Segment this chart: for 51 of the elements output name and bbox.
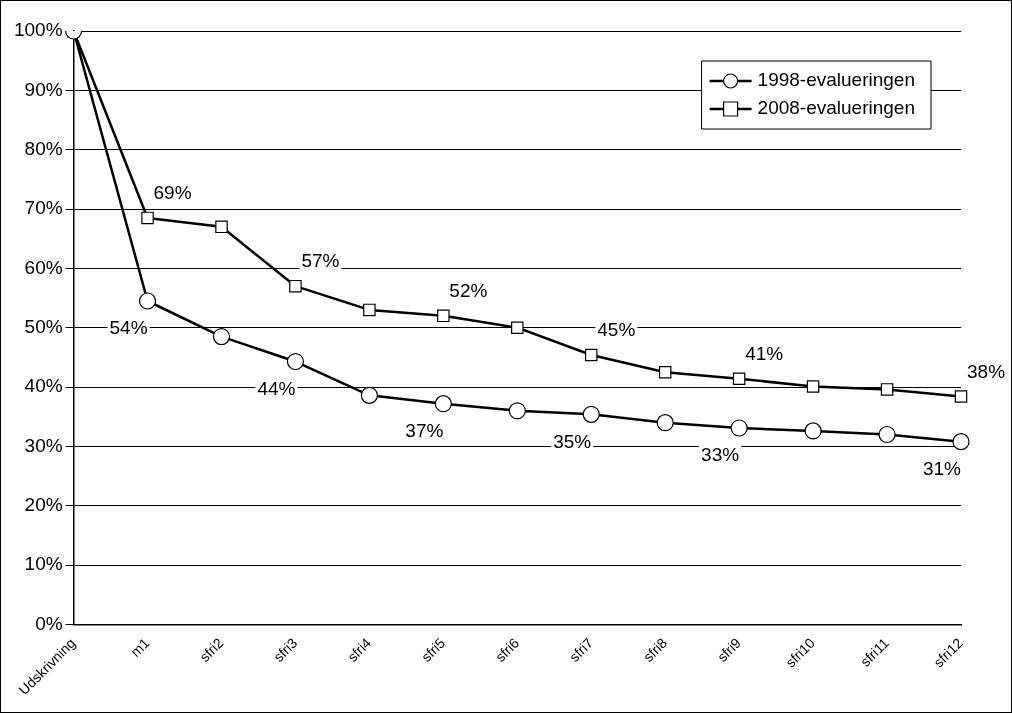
- y-tick-label: 70%: [24, 197, 63, 219]
- point: [878, 425, 896, 444]
- y-tick-label: 50%: [24, 315, 63, 337]
- point: [804, 422, 822, 440]
- point: [434, 395, 452, 413]
- point: [141, 211, 154, 225]
- point: [363, 303, 376, 317]
- point: [656, 414, 674, 432]
- y-tick-label: 10%: [24, 553, 63, 575]
- data-label: 37%: [405, 419, 444, 441]
- data-label: 52%: [449, 280, 488, 302]
- x-tick-label: sfri9: [713, 634, 745, 665]
- point: [880, 383, 894, 396]
- y-tick-label: 0%: [35, 612, 63, 634]
- y-tick-label: 100%: [13, 19, 63, 41]
- data-label: 44%: [257, 377, 296, 399]
- point: [360, 386, 378, 404]
- y-tick-label: 20%: [24, 493, 63, 515]
- point: [511, 321, 524, 334]
- legend-label: 2008-evalueringen: [757, 97, 916, 119]
- point: [212, 328, 231, 346]
- point: [437, 309, 450, 323]
- data-label: 45%: [597, 319, 636, 341]
- point: [138, 292, 157, 310]
- point: [806, 380, 820, 393]
- y-tick-label: 30%: [24, 434, 63, 456]
- y-tick-label: 60%: [24, 256, 63, 278]
- point: [286, 352, 305, 371]
- point: [508, 402, 526, 420]
- point: [658, 365, 672, 379]
- data-label: 35%: [553, 430, 592, 452]
- y-tick-label: 80%: [24, 137, 63, 159]
- point: [584, 348, 598, 362]
- point: [730, 419, 748, 437]
- data-label: 54%: [109, 317, 148, 339]
- y-tick-label: 40%: [24, 375, 63, 397]
- data-label: 33%: [701, 444, 740, 466]
- point: [289, 279, 302, 293]
- data-label: 69%: [153, 182, 192, 204]
- data-label: 31%: [922, 457, 962, 479]
- point: [732, 372, 746, 385]
- data-label: 38%: [967, 360, 1006, 382]
- x-tick-label: m1: [127, 634, 153, 660]
- point: [952, 433, 970, 451]
- data-label: 57%: [301, 250, 340, 272]
- data-label: 41%: [745, 342, 784, 364]
- point: [582, 405, 600, 423]
- legend-label: 1998-evalueringen: [757, 69, 916, 91]
- point: [954, 390, 968, 403]
- point: [215, 220, 228, 234]
- y-tick-label: 90%: [24, 78, 63, 100]
